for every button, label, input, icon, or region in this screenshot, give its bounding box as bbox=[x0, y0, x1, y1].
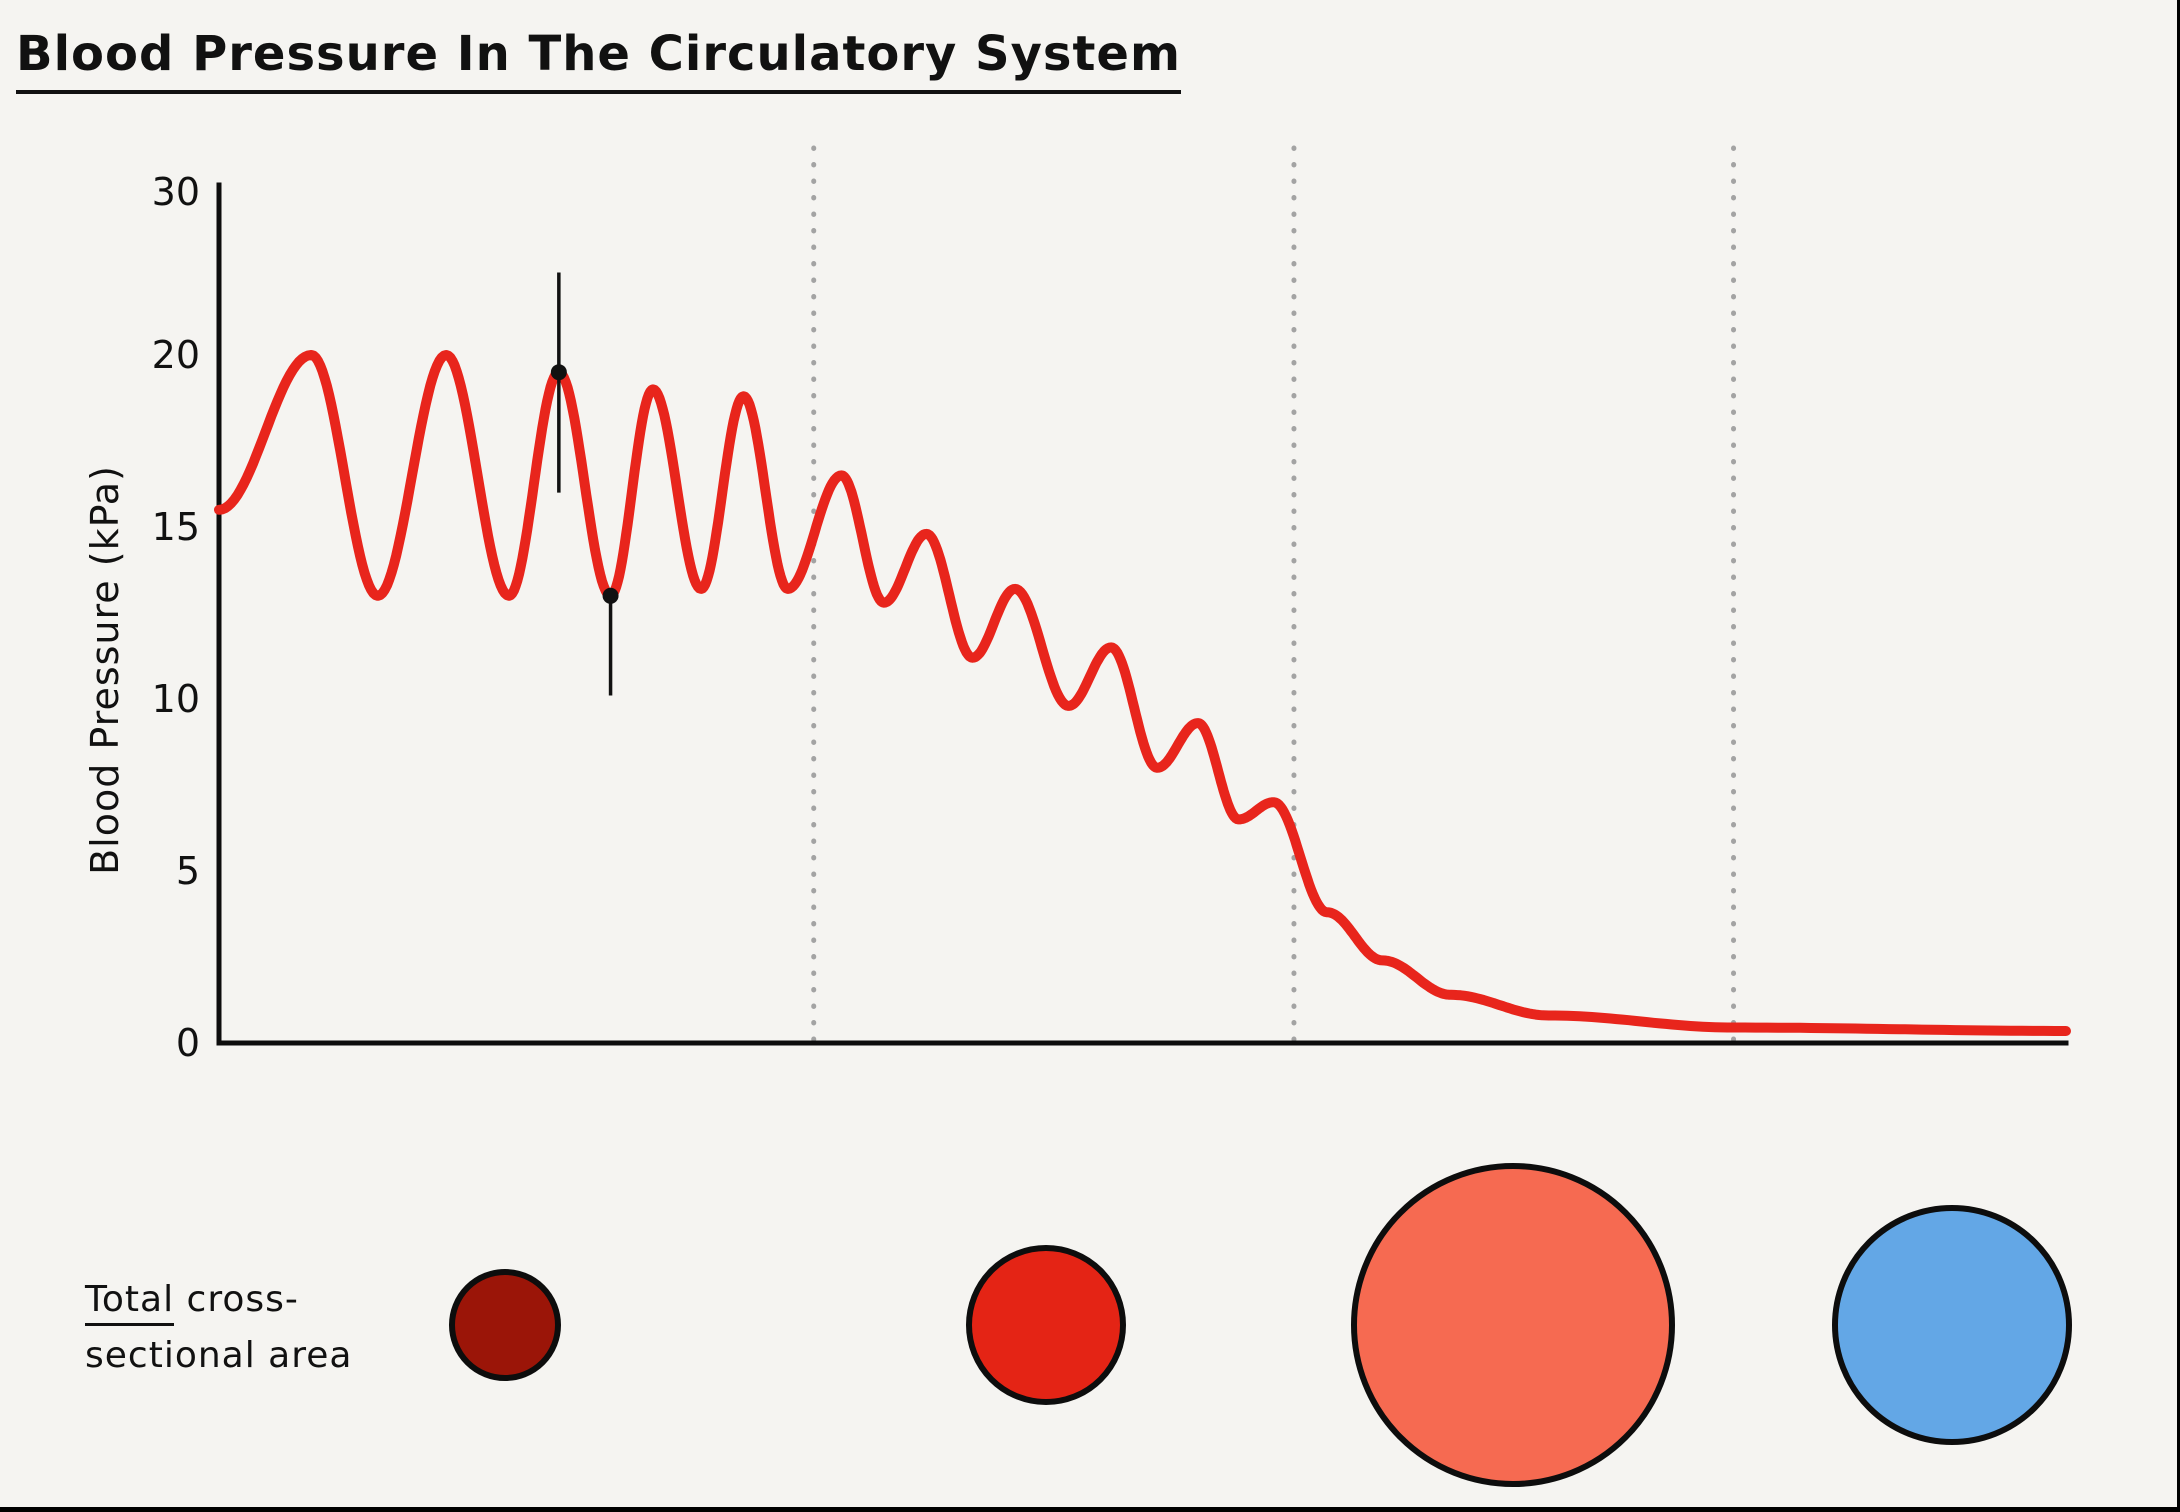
y-tick-label: 30 bbox=[151, 170, 200, 214]
y-tick-label: 0 bbox=[175, 1021, 200, 1065]
cross-section-circle bbox=[449, 1269, 561, 1381]
systolic-peak-dot bbox=[550, 364, 567, 381]
cross-section-circle bbox=[966, 1245, 1126, 1405]
cross-section-circle bbox=[1832, 1205, 2072, 1445]
diastolic-trough-dot bbox=[602, 587, 619, 604]
y-tick-label: 5 bbox=[175, 849, 200, 893]
y-tick-label: 20 bbox=[151, 333, 200, 377]
y-tick-label: 10 bbox=[151, 677, 200, 721]
cross-section-label-line1-rest: cross- bbox=[174, 1279, 299, 1320]
cross-section-label: Total cross- sectional area bbox=[85, 1272, 352, 1384]
chart-title: Blood Pressure In The Circulatory System bbox=[16, 26, 1181, 94]
axes bbox=[216, 182, 2069, 1046]
cross-section-circle bbox=[1351, 1163, 1675, 1487]
cross-section-label-line2: sectional area bbox=[85, 1334, 353, 1376]
chart-title-text: Blood Pressure In The Circulatory System bbox=[16, 26, 1181, 94]
pressure-curve bbox=[214, 350, 2071, 1036]
cross-section-label-line1: Total cross- bbox=[85, 1272, 352, 1328]
cross-section-label-underlined-word: Total bbox=[85, 1279, 175, 1326]
y-tick-label: 15 bbox=[151, 505, 200, 549]
